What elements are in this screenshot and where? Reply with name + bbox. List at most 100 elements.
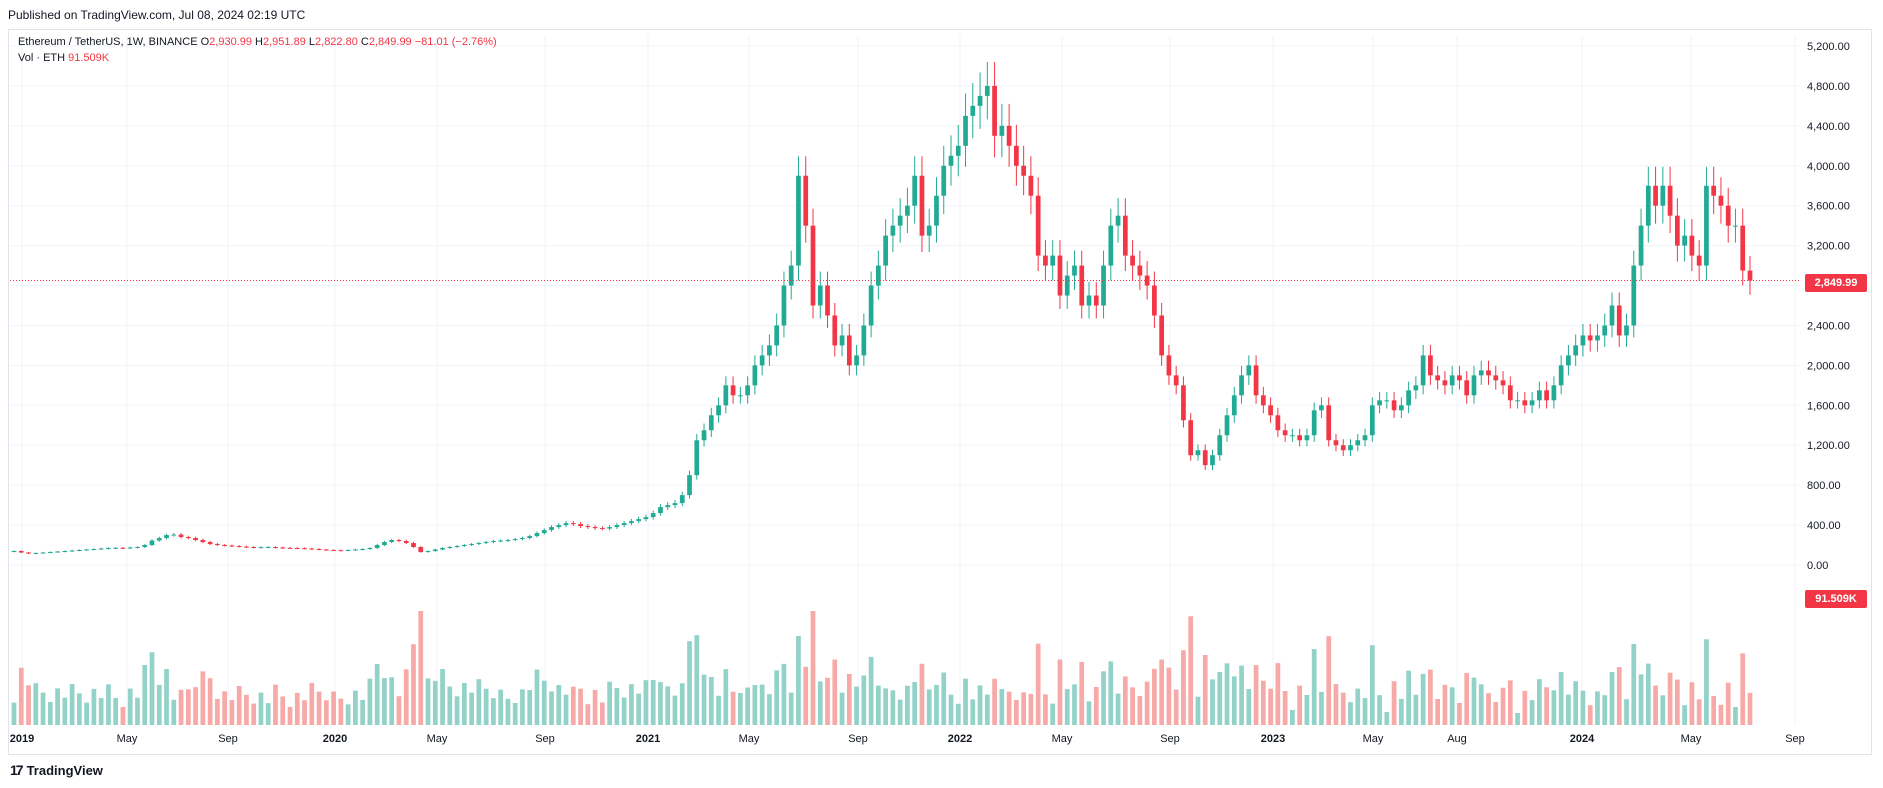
- volume-bar: [222, 691, 228, 725]
- volume-bar: [1202, 655, 1208, 725]
- candle-body: [1006, 125, 1012, 146]
- x-tick-label: Sep: [1160, 733, 1180, 745]
- candle-body: [454, 546, 460, 548]
- volume-bar: [1587, 705, 1593, 725]
- candle-body: [1057, 255, 1063, 296]
- candle-body: [832, 315, 838, 346]
- volume-bar: [1195, 696, 1201, 725]
- candle-body: [1682, 235, 1687, 246]
- volume-bar: [1653, 685, 1658, 725]
- volume-bar: [11, 702, 17, 725]
- volume-bar: [549, 691, 554, 725]
- candle-body: [868, 285, 874, 326]
- candle-body: [1471, 375, 1477, 396]
- volume-bar: [1747, 692, 1753, 725]
- volume-bar: [1297, 685, 1303, 725]
- volume-bar: [244, 694, 249, 725]
- candle-body: [265, 547, 271, 549]
- candle-body: [469, 544, 474, 546]
- volume-bar: [926, 689, 932, 725]
- volume-bar: [1319, 691, 1324, 725]
- candle-body: [47, 552, 53, 554]
- candle-body: [570, 523, 576, 525]
- volume-bar: [897, 699, 903, 725]
- last-price-tag: 2,849.99: [1805, 274, 1867, 292]
- change-value: −81.01 (−2.76%): [414, 36, 497, 48]
- volume-bar: [47, 702, 53, 725]
- candle-body: [69, 550, 75, 552]
- volume-bar: [1115, 693, 1121, 725]
- candle-body: [1696, 255, 1702, 266]
- volume-bar: [1152, 668, 1157, 725]
- candle-body: [1210, 455, 1215, 466]
- volume-bar: [970, 699, 976, 725]
- volume-bar: [1326, 636, 1332, 725]
- candle-body: [396, 540, 402, 542]
- candle-body: [963, 115, 968, 146]
- candle-body: [621, 523, 627, 526]
- volume-bar: [679, 683, 685, 725]
- candle-body: [18, 551, 24, 553]
- candle-body: [1079, 265, 1085, 306]
- volume-bar: [621, 697, 627, 725]
- candle-body: [614, 525, 620, 528]
- candle-body: [142, 545, 148, 548]
- chart-grid: [10, 36, 1800, 725]
- volume-bar: [1064, 689, 1070, 725]
- candle-body: [193, 538, 198, 541]
- candle-body: [461, 545, 467, 547]
- candle-body: [498, 540, 504, 542]
- volume-bar: [876, 685, 881, 725]
- candle-body: [1268, 405, 1273, 416]
- volume-bar: [302, 700, 307, 725]
- candle-body: [1398, 405, 1404, 411]
- candle-body: [1377, 400, 1382, 406]
- volume-bar: [1595, 691, 1600, 725]
- price-axis: 5,200.00 4,800.00 4,400.00 4,000.00 3,600.00…: [1807, 41, 1850, 572]
- chart-frame[interactable]: [8, 29, 1872, 755]
- volume-bar: [1181, 650, 1186, 725]
- volume-bar: [215, 699, 220, 725]
- published-note: Published on TradingView.com, Jul 08, 20…: [8, 8, 306, 22]
- volume-bar: [18, 667, 24, 725]
- y-tick-label: 4,400.00: [1807, 121, 1850, 133]
- volume-bar: [33, 683, 39, 725]
- volume-bar: [1667, 672, 1673, 725]
- volume-bar: [236, 685, 242, 725]
- volume-bar: [1536, 679, 1542, 725]
- volume-bar: [607, 681, 612, 725]
- volume-bar: [1464, 673, 1470, 725]
- volume-bar: [694, 635, 700, 725]
- candle-body: [178, 534, 184, 538]
- tradingview-brand[interactable]: 17 TradingView: [10, 762, 103, 778]
- volume-bar: [1551, 690, 1557, 725]
- volume-bar: [832, 659, 838, 725]
- volume-bar: [273, 684, 278, 725]
- volume-bar: [716, 695, 721, 725]
- volume-bar: [1609, 672, 1615, 725]
- candle-body: [1631, 265, 1637, 326]
- volume-bar: [418, 611, 424, 725]
- volume-bar: [374, 664, 380, 725]
- volume-bar: [62, 697, 68, 725]
- volume-bar: [1260, 680, 1266, 725]
- volume-bar: [461, 683, 467, 725]
- x-tick-label: May: [1681, 733, 1702, 745]
- volume-bar: [861, 675, 867, 725]
- volume-bar: [251, 703, 257, 725]
- x-tick-label: Sep: [848, 733, 868, 745]
- volume-bar: [1428, 669, 1433, 725]
- candle-body: [701, 430, 707, 441]
- volume-bar: [592, 689, 598, 725]
- candle-body: [1580, 335, 1586, 346]
- volume-bar: [1093, 687, 1099, 725]
- volume-bar: [1122, 676, 1128, 725]
- volume-bar: [1631, 644, 1637, 725]
- candle-body: [280, 547, 286, 549]
- candle-body: [244, 546, 249, 548]
- volume-bar: [345, 704, 351, 725]
- close-value: 2,849.99: [368, 36, 412, 48]
- volume-bar: [1268, 688, 1273, 725]
- volume-bar: [963, 678, 968, 725]
